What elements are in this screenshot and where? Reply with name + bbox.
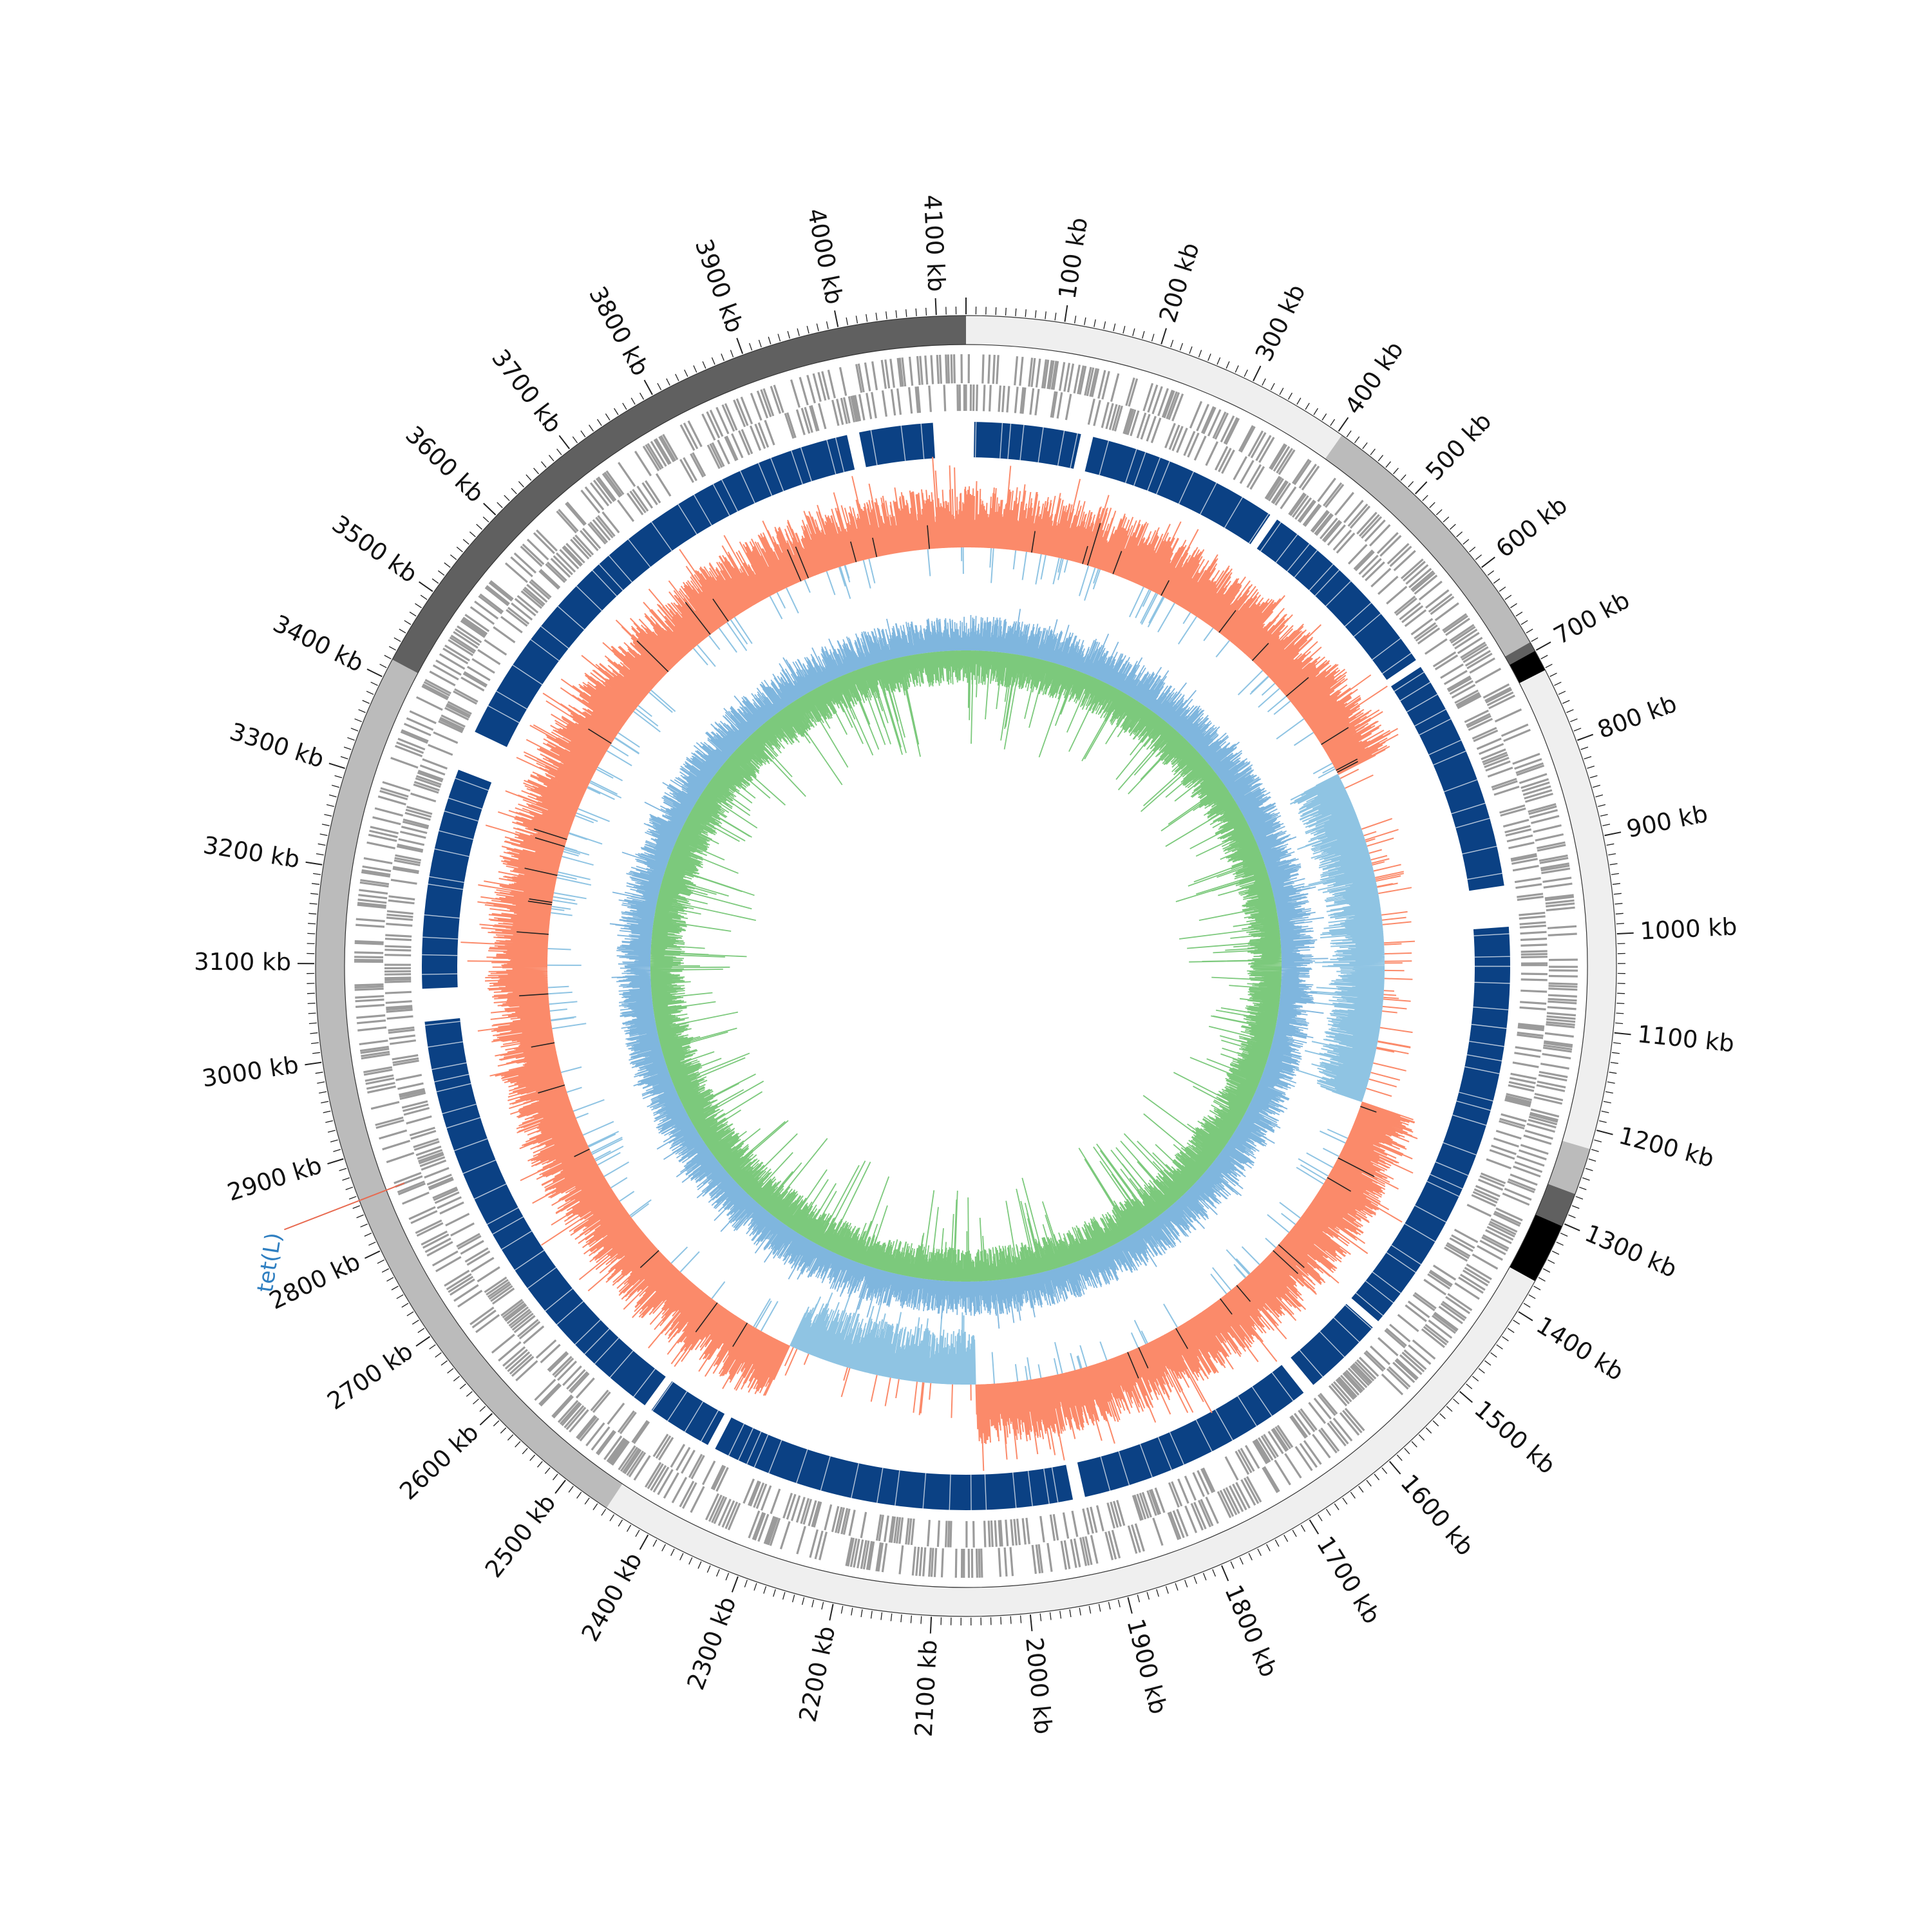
homology-block-0 [974,422,1081,469]
homology-block-3 [1390,667,1504,891]
tick-label-3800: 3800 kb [583,282,654,381]
tick-label-1300: 1300 kb [1581,1219,1681,1283]
gc-skew-track [609,609,1329,1329]
feature-track [354,354,1578,1578]
major-ticks [297,298,1634,1634]
homology-block-7 [715,1417,1074,1510]
tick-label-3700: 3700 kb [486,344,567,438]
tick-label-1500: 1500 kb [1469,1395,1560,1479]
homology-track [422,422,1510,1511]
gc-skew-outer-bars [609,609,1329,1329]
tick-label-4000: 4000 kb [802,206,848,307]
contig-ring [315,315,1617,1617]
tick-label-2100: 2100 kb [910,1639,943,1738]
homology-block-6 [1077,1365,1304,1497]
contig-segment-10 [392,316,966,674]
tick-label-1200: 1200 kb [1616,1121,1717,1173]
tick-label-500: 500 kb [1420,407,1497,486]
tick-label-1400: 1400 kb [1531,1311,1629,1386]
tick-label-3600: 3600 kb [400,421,489,507]
homology-block-12 [858,422,935,468]
contig-ring-inner-border [344,344,1588,1588]
tick-label-700: 700 kb [1549,586,1634,650]
gc-content-high-bars [460,457,1418,1471]
gc-content-track [460,457,1418,1471]
contig-segment-3 [1510,650,1546,683]
position-axis [297,298,1634,1634]
homology-block-10 [422,770,492,989]
homology-block-11 [475,435,855,747]
tick-label-3200: 3200 kb [202,831,302,874]
tick-label-1000: 1000 kb [1640,913,1738,945]
tick-label-2000: 2000 kb [1020,1636,1057,1736]
minor-ticks [307,307,1626,1626]
homology-block-8 [651,1381,725,1445]
tick-label-300: 300 kb [1250,280,1311,366]
contig-ring-outer-border [315,315,1617,1617]
tick-label-3000: 3000 kb [200,1051,301,1093]
contig-segment-6 [1535,1184,1575,1227]
contig-segment-4 [1519,670,1617,1150]
tick-label-1600: 1600 kb [1395,1469,1479,1561]
tick-label-200: 200 kb [1154,240,1205,326]
tick-label-1900: 1900 kb [1121,1616,1172,1717]
tick-label-4100: 4100 kb [918,194,951,292]
tick-label-400: 400 kb [1340,336,1409,419]
annotation-leader-line [284,1182,405,1231]
tick-label-3500: 3500 kb [327,510,422,589]
tick-label-3100: 3100 kb [194,948,291,976]
tick-label-2500: 2500 kb [480,1489,562,1582]
tick-label-2300: 2300 kb [682,1593,742,1693]
tick-label-2900: 2900 kb [224,1151,325,1207]
tick-label-100: 100 kb [1054,216,1094,301]
gc-skew-inner-bars [650,650,1282,1282]
tick-label-3900: 3900 kb [690,236,749,336]
tick-label-2400: 2400 kb [576,1548,648,1646]
tick-label-2600: 2600 kb [394,1419,484,1506]
tick-label-800: 800 kb [1594,690,1680,744]
tick-label-900: 900 kb [1624,800,1710,844]
gc-content-low-bars [547,547,1385,1385]
homology-gaps [422,422,1510,1511]
tick-label-3300: 3300 kb [227,717,328,773]
homology-block-9 [424,1018,666,1406]
tick-label-1700: 1700 kb [1311,1531,1386,1629]
contig-segment-5 [1548,1141,1591,1195]
tick-label-2200: 2200 kb [794,1624,841,1724]
tick-label-600: 600 kb [1491,491,1573,564]
contig-segment-2 [1504,642,1535,665]
tick-label-1800: 1800 kb [1219,1581,1283,1681]
gc-content-marks [516,523,1377,1379]
contig-segment-7 [1510,1215,1562,1282]
tick-label-1100: 1100 kb [1636,1020,1736,1057]
tick-label-2700: 2700 kb [322,1337,418,1415]
feature-ticks [354,354,1578,1578]
tick-label-3400: 3400 kb [269,609,368,677]
contig-segment-1 [1325,435,1530,657]
homology-block-1 [1084,437,1271,545]
